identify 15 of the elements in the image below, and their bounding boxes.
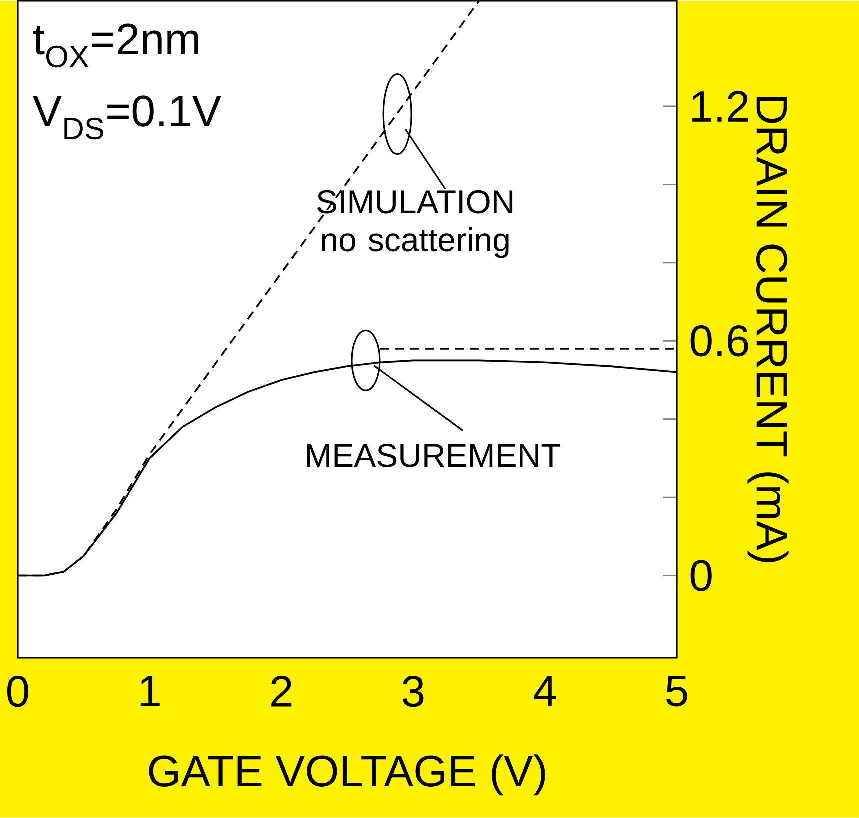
y-tick-label: 1.2 — [692, 91, 748, 122]
x-tick-label: 1 — [140, 676, 160, 706]
x-tick-label: 2 — [272, 676, 292, 707]
annotation: V$_{DS}$=0.1V — [32, 96, 222, 140]
y-tick-label: 0 — [690, 560, 712, 592]
x-tick-label: 3 — [402, 676, 424, 708]
annotation: MEASUREMENT — [307, 444, 561, 468]
x-tick-label: 4 — [534, 676, 556, 706]
annotation: SIMULATION no scattering — [317, 190, 513, 258]
annotation: t$_{OX}$=2nm — [33, 24, 198, 68]
x-tick-label: 5 — [666, 676, 688, 707]
x-tick-label: 0 — [7, 676, 29, 708]
x-axis-title: GATE VOLTAGE (V) — [149, 754, 546, 796]
y-tick-label: 0.6 — [690, 326, 748, 357]
y-axis-title: DRAIN CURRENT (mA) — [748, 97, 789, 562]
